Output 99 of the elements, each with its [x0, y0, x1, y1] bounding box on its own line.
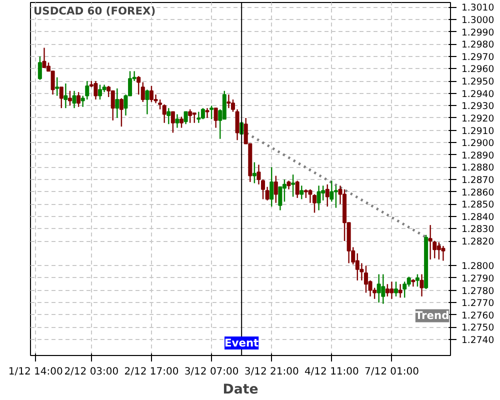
- y-tick-label: 1.2800: [462, 261, 494, 272]
- y-tick-label: 1.2860: [462, 187, 494, 198]
- candlestick: [192, 112, 196, 124]
- x-axis-title: Date: [222, 382, 258, 398]
- candlestick: [162, 104, 166, 124]
- y-tick-label: 1.2850: [462, 200, 494, 211]
- candlestick: [145, 89, 150, 115]
- candlestick: [38, 56, 42, 80]
- candlestick: [119, 98, 124, 128]
- candlestick: [402, 281, 407, 298]
- chart-title: USDCAD 60 (FOREX): [34, 4, 156, 18]
- y-tick-label: 1.2780: [462, 286, 494, 297]
- y-tick-label: 1.2970: [462, 52, 494, 63]
- candlestick: [385, 284, 390, 298]
- candlestick: [210, 105, 214, 120]
- candlestick: [406, 276, 411, 288]
- y-tick-label: 1.2880: [462, 162, 494, 174]
- candlestick: [441, 245, 446, 262]
- candlestick: [42, 47, 46, 68]
- candlestick: [230, 98, 235, 112]
- candlestick: [166, 108, 171, 125]
- candlestick: [235, 108, 240, 141]
- candlestick: [175, 114, 180, 128]
- x-tick-label: 2/12 17:00: [124, 366, 179, 378]
- candlestick: [330, 180, 334, 202]
- candlestick: [68, 90, 72, 106]
- candlestick: [64, 82, 68, 109]
- candlestick: [270, 166, 274, 208]
- y-tick-label: 1.2790: [462, 273, 494, 284]
- candlestick: [436, 242, 441, 260]
- y-tick-label: 1.2890: [462, 150, 494, 162]
- y-tick-label: 1.2770: [462, 298, 494, 310]
- y-tick-label: 1.2930: [462, 101, 494, 112]
- y-tick-label: 1.2940: [462, 88, 494, 100]
- candlestick: [252, 162, 256, 184]
- candlestick: [312, 194, 317, 214]
- x-tick-label: 3/12 07:00: [184, 366, 239, 378]
- candlestick: [282, 178, 286, 202]
- candlestick: [72, 90, 76, 109]
- candlestick: [381, 274, 386, 304]
- candlestick: [188, 108, 192, 124]
- y-tick-label: 1.2740: [462, 335, 494, 346]
- candlestick: [308, 188, 312, 204]
- candlestick: [274, 175, 278, 204]
- y-tick-label: 1.2750: [462, 322, 494, 334]
- x-tick-label: 3/12 21:00: [244, 366, 299, 378]
- y-tick-label: 1.2980: [462, 40, 494, 51]
- candlestick: [55, 76, 60, 96]
- candlestick: [316, 185, 321, 211]
- y-tick-label: 1.2920: [462, 113, 494, 124]
- candlestick: [205, 108, 210, 119]
- candlestick: [170, 111, 175, 134]
- y-tick-label: 1.2910: [462, 126, 494, 137]
- candlestick: [214, 108, 218, 128]
- x-tick-label: 2/12 03:00: [64, 366, 119, 378]
- candlestick: [420, 274, 424, 298]
- candlestick: [184, 111, 188, 125]
- candlestick: [376, 274, 381, 304]
- candlestick: [390, 281, 394, 300]
- candlestick: [158, 98, 162, 110]
- candlestick: [94, 80, 98, 100]
- candlestick: [59, 86, 64, 109]
- candlestick: [110, 90, 115, 122]
- x-tick-label: 1/12 14:00: [8, 366, 63, 378]
- candlestick: [394, 281, 398, 298]
- candlestick: [291, 174, 296, 198]
- x-tick-label: 4/12 11:00: [304, 366, 359, 378]
- y-tick-label: 1.3000: [462, 14, 494, 26]
- candlestick: [115, 88, 120, 119]
- candlestick: [355, 252, 360, 282]
- candlestick: [295, 180, 300, 199]
- y-tick-label: 1.2840: [462, 212, 494, 223]
- y-tick-label: 1.2990: [462, 27, 494, 38]
- y-tick-label: 1.2830: [462, 224, 494, 236]
- y-tick-label: 1.3010: [462, 2, 494, 14]
- candlestick: [415, 274, 420, 288]
- candlestick: [196, 111, 201, 124]
- x-tick-label: 7/12 01:00: [364, 366, 419, 378]
- candlestick: [411, 278, 416, 288]
- candlestick: [136, 76, 141, 96]
- candlestick: [398, 284, 402, 298]
- candlestick: [428, 224, 432, 260]
- y-tick-label: 1.2960: [462, 64, 494, 76]
- candlestick: [85, 80, 90, 100]
- candlestick: [180, 116, 184, 128]
- candlestick: [278, 186, 282, 211]
- y-tick-label: 1.2950: [462, 76, 494, 88]
- candlestick: [140, 82, 145, 103]
- candlestick: [76, 92, 81, 108]
- y-tick-label: 1.2820: [462, 236, 494, 248]
- candlestick: [226, 94, 231, 109]
- candlestick: [200, 108, 205, 120]
- y-tick-label: 1.2900: [462, 138, 494, 150]
- y-tick-label: 1.2760: [462, 310, 494, 322]
- y-tick-label: 1.2870: [462, 174, 494, 186]
- annotation: Event: [224, 336, 259, 350]
- candlestick: [325, 184, 330, 208]
- candlestick: [300, 185, 304, 200]
- text: Trend: [415, 309, 450, 322]
